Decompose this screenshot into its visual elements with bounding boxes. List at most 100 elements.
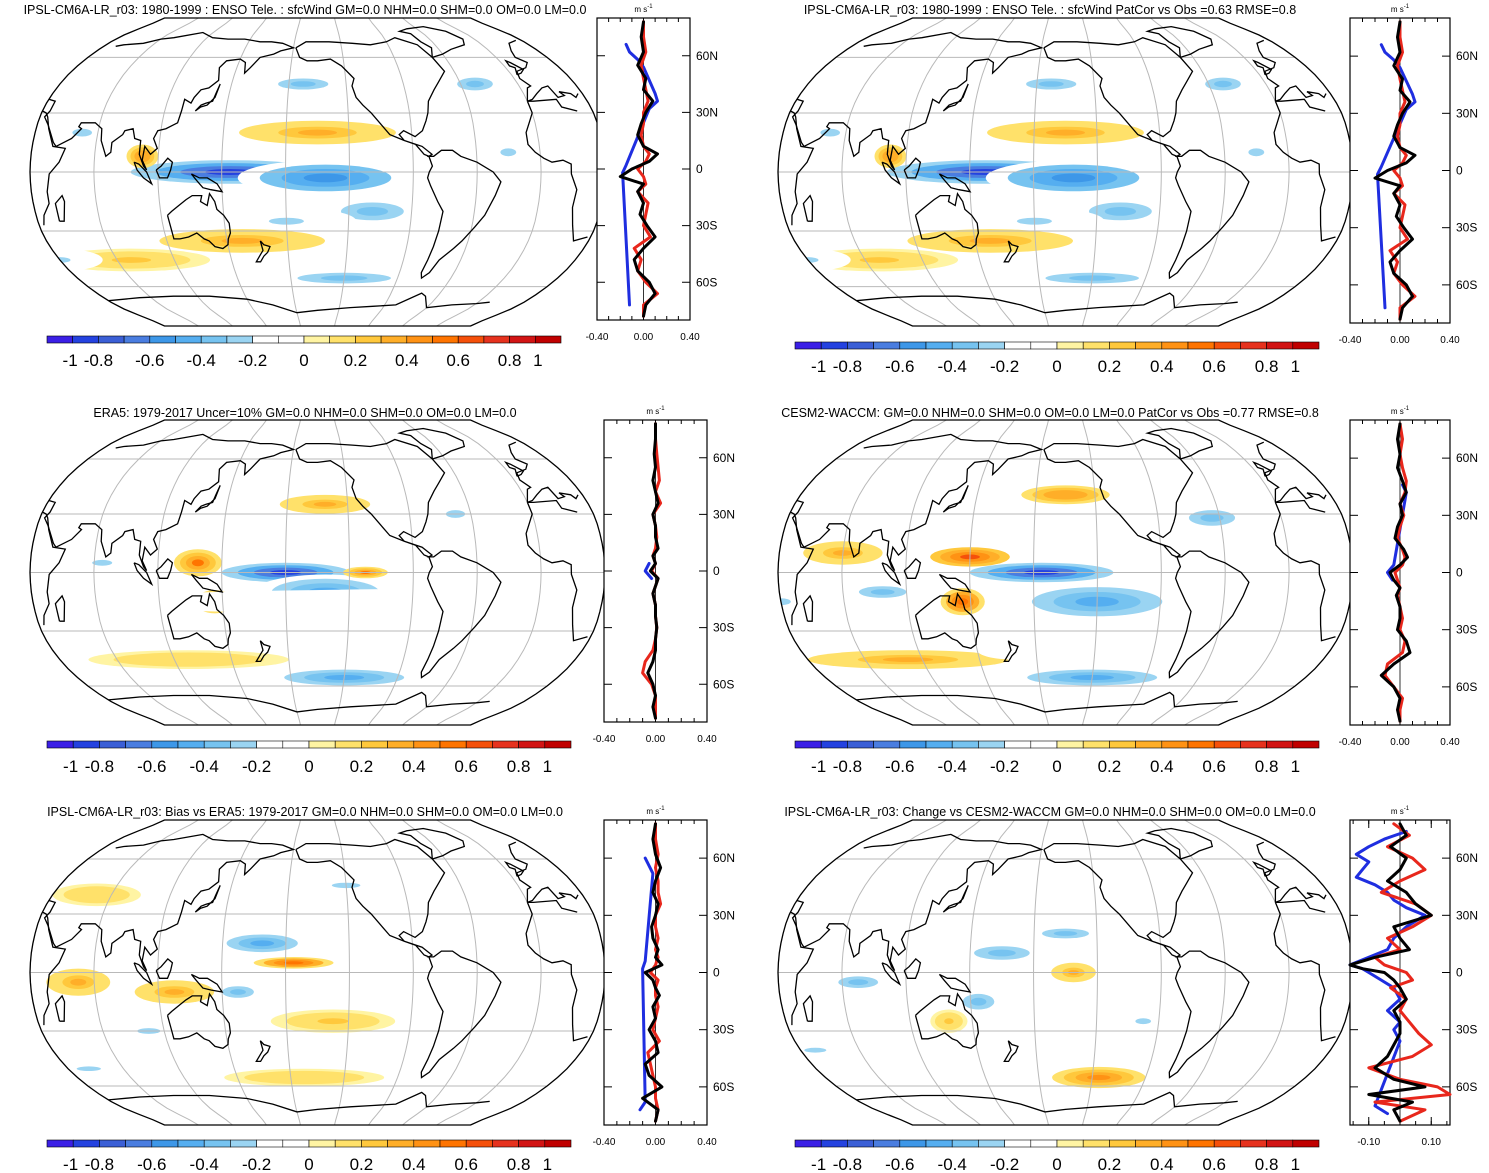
coastline-newzealand (1003, 240, 1019, 263)
anomaly-blob-4 (191, 559, 204, 567)
colorbar-tick-label: 1 (543, 757, 552, 776)
anomaly-blob-4 (164, 989, 185, 995)
coastline-britain (503, 860, 525, 877)
colorbar-cell (256, 740, 284, 749)
colorbar-tick-label: -1 (63, 1155, 78, 1173)
coastline-eurasia (791, 833, 1327, 972)
panel-1: IPSL-CM6A-LR_r03: 1980-1999 : ENSO Tele.… (24, 3, 718, 370)
map-border (29, 419, 606, 726)
colorbar-cell (534, 335, 562, 344)
colorbar-tick-label: 0 (1052, 1155, 1061, 1173)
colorbar-cell (483, 335, 510, 344)
colorbar-tick-label: -0.6 (137, 1155, 166, 1173)
colorbar-tick-label: -0.8 (833, 1155, 862, 1173)
profile-x-label: 0.00 (1390, 335, 1410, 346)
colorbar-tick-label: 1 (1291, 757, 1300, 776)
coastline-newzealand (255, 240, 271, 263)
coastline-japan (942, 485, 969, 513)
anomaly-blob-12 (76, 1066, 101, 1071)
anomaly-blob-8 (1135, 1018, 1151, 1025)
map-area (30, 420, 605, 725)
colorbar-tick-label: 0.6 (454, 757, 478, 776)
colorbar: -1 -0.8 -0.6 -0.4 -0.2 0 0.2 0.4 0.6 0.8 1 (794, 740, 1320, 776)
colorbar-tick-label: 0.2 (350, 1155, 374, 1173)
colorbar-tick-label: -0.2 (242, 757, 271, 776)
anomaly-blob-4 (848, 979, 869, 986)
lat-label: 60S (713, 1080, 734, 1094)
profile-x-label: 0.40 (1440, 737, 1460, 748)
colorbar-cell (1030, 341, 1058, 350)
anomaly-blob-10 (820, 128, 840, 137)
profile-unit: m s-1 (634, 4, 653, 14)
colorbar-tick-label: 0.8 (507, 1155, 531, 1173)
colorbar-cell (226, 335, 253, 344)
colorbar-cell (230, 740, 257, 749)
colorbar-cell (1109, 341, 1136, 350)
colorbar-cell (151, 1139, 179, 1148)
coastline-borneo (155, 957, 174, 979)
anomaly-blob-8 (313, 501, 337, 507)
coastline-antarctica (856, 1091, 1238, 1113)
coastline-britain (503, 59, 525, 76)
colorbar-cell (72, 740, 100, 749)
anomaly-blob-10 (450, 988, 471, 996)
panel-title: ERA5: 1979-2017 Uncer=10% GM=0.0 NHM=0.0… (93, 406, 516, 420)
anomaly-blob-2 (283, 961, 304, 965)
coastline-americas (295, 37, 502, 280)
coastline-madagascar (802, 994, 814, 1022)
colorbar-tick-label: -0.4 (938, 757, 967, 776)
profile-x-label: 0.00 (634, 332, 654, 343)
coastline-japan (194, 83, 221, 112)
coastline-britain (1251, 860, 1273, 877)
lat-label: 0 (1456, 566, 1463, 580)
coastline-australia (166, 592, 232, 650)
coastline-africa (790, 499, 1336, 642)
colorbar-cell (361, 1139, 388, 1148)
colorbar-cell (820, 740, 848, 749)
colorbar-cell (439, 740, 467, 749)
colorbar-cell (544, 740, 572, 749)
coastline-americas (1043, 838, 1250, 1079)
profile-x-label: 0.40 (1440, 335, 1460, 346)
coastline-japan (942, 83, 969, 112)
profile-unit-base: m s (1391, 807, 1404, 816)
lat-label: 30S (696, 219, 717, 233)
colorbar-cell (978, 341, 1005, 350)
colorbar-tick-label: -0.6 (137, 757, 166, 776)
anomaly-blob-11 (163, 657, 214, 662)
anomaly-blob-12 (500, 148, 517, 157)
colorbar-cell (308, 1139, 336, 1148)
coastline-sumatra (133, 161, 154, 186)
colorbar-tick-label: 0.4 (395, 351, 419, 370)
colorbar-tick-label: 0.6 (1202, 357, 1226, 376)
panel-2: IPSL-CM6A-LR_r03: 1980-1999 : ENSO Tele.… (777, 3, 1478, 376)
coastline-americas (295, 838, 502, 1079)
colorbar: -1 -0.8 -0.6 -0.4 -0.2 0 0.2 0.4 0.6 0.8 1 (46, 335, 562, 370)
colorbar-tick-label: 0.8 (507, 757, 531, 776)
profile-x-label: -0.10 (1357, 1137, 1380, 1148)
lat-label: 30S (1456, 623, 1477, 637)
coastline-newzealand (1003, 640, 1019, 663)
colorbar-cell (380, 335, 408, 344)
colorbar-cell (177, 1139, 205, 1148)
profile-series-model (1367, 822, 1452, 1123)
colorbar-tick-label: 0 (1052, 357, 1061, 376)
colorbar-cell (98, 335, 125, 344)
colorbar-cell (465, 740, 493, 749)
colorbar-cell (151, 740, 179, 749)
coastline-sumatra (881, 562, 902, 587)
profile-series-model2 (621, 42, 659, 307)
colorbar-cell (277, 335, 305, 344)
panel-title: IPSL-CM6A-LR_r03: 1980-1999 : ENSO Tele.… (24, 3, 587, 17)
colorbar-cell (794, 1139, 822, 1148)
lat-label: 60S (1456, 680, 1477, 694)
profile-series-obs (1373, 20, 1417, 321)
profile-unit-base: m s (646, 407, 659, 416)
colorbar-tick-label: 0.6 (454, 1155, 478, 1173)
coastline-borneo (903, 157, 922, 179)
colorbar: -1 -0.8 -0.6 -0.4 -0.2 0 0.2 0.4 0.6 0.8 1 (794, 1139, 1320, 1173)
colorbar-cell (544, 1139, 572, 1148)
panel-title: IPSL-CM6A-LR_r03: Change vs CESM2-WACCM … (784, 805, 1315, 819)
profile-x-label: 0.40 (697, 734, 717, 745)
